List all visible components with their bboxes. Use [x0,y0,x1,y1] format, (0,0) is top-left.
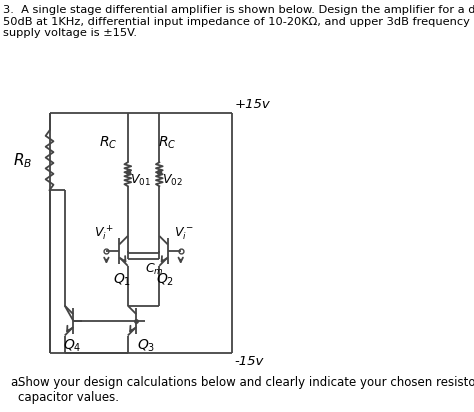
Text: -15v: -15v [235,356,264,368]
Text: Show your design calculations below and clearly indicate your chosen resistor an: Show your design calculations below and … [18,376,474,404]
Text: $Q_1$: $Q_1$ [112,272,131,288]
Text: $V_{01}$: $V_{01}$ [130,173,151,188]
Text: $V_{02}$: $V_{02}$ [162,173,183,188]
Text: $R_B$: $R_B$ [13,151,33,170]
Text: +15v: +15v [235,98,271,110]
Text: a.: a. [10,376,21,389]
Text: $Q_2$: $Q_2$ [156,272,174,288]
Text: 3.  A single stage differential amplifier is shown below. Design the amplifier f: 3. A single stage differential amplifier… [3,5,474,38]
Text: $C_m$: $C_m$ [145,262,164,277]
Text: $R_C$: $R_C$ [158,134,177,151]
Text: $Q_4$: $Q_4$ [63,337,82,354]
Text: $V_i^-$: $V_i^-$ [174,225,194,242]
Text: $V_i^+$: $V_i^+$ [94,223,114,242]
Text: $R_C$: $R_C$ [99,134,118,151]
Text: $Q_3$: $Q_3$ [137,337,155,354]
